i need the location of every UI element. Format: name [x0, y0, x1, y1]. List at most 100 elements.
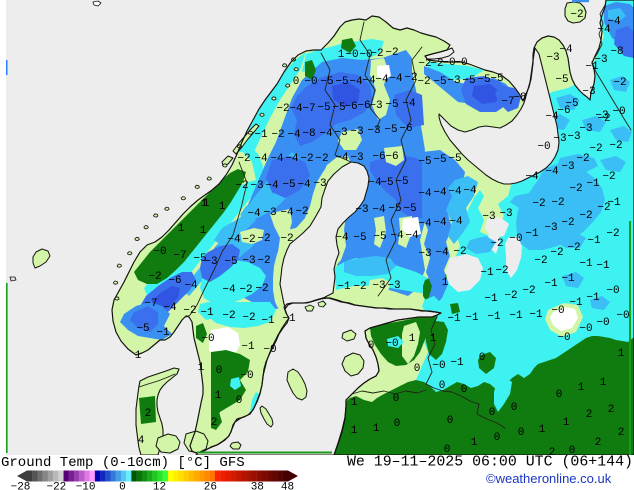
svg-text:−4: −4	[433, 217, 447, 229]
svg-text:−3: −3	[313, 178, 326, 190]
svg-text:−1: −1	[337, 281, 351, 293]
svg-text:−4: −4	[597, 24, 611, 36]
svg-text:−6: −6	[372, 151, 385, 163]
svg-text:−2: −2	[430, 58, 443, 70]
svg-text:0: 0	[368, 340, 375, 352]
svg-text:−5: −5	[433, 154, 446, 166]
svg-text:−0: −0	[240, 370, 253, 382]
svg-text:−1: −1	[544, 278, 558, 290]
svg-text:−2: −2	[532, 198, 545, 210]
svg-text:−1: −1	[450, 357, 464, 369]
svg-text:−3: −3	[579, 123, 592, 135]
svg-text:−2: −2	[417, 76, 430, 88]
svg-text:0: 0	[494, 432, 501, 444]
svg-text:−2: −2	[534, 255, 547, 267]
svg-text:−4: −4	[222, 284, 236, 296]
svg-text:−0: −0	[432, 360, 445, 372]
svg-text:−3: −3	[355, 204, 368, 216]
svg-text:−8: −8	[302, 128, 315, 140]
svg-text:Ground Temp (0-10cm) [°C] GFS: Ground Temp (0-10cm) [°C] GFS	[1, 455, 245, 471]
svg-text:−3: −3	[350, 126, 363, 138]
svg-text:4: 4	[138, 435, 145, 447]
svg-text:−4: −4	[227, 234, 241, 246]
svg-text:−4: −4	[280, 207, 294, 219]
svg-text:−0: −0	[454, 57, 467, 69]
svg-text:−1: −1	[480, 267, 494, 279]
svg-text:−4: −4	[335, 152, 349, 164]
svg-text:−5: −5	[380, 177, 393, 189]
svg-text:−1: −1	[261, 315, 275, 327]
svg-text:−2: −2	[606, 228, 619, 240]
svg-text:−3: −3	[499, 208, 512, 220]
svg-text:−2: −2	[222, 310, 235, 322]
svg-text:−2: −2	[579, 210, 592, 222]
svg-text:−2: −2	[576, 153, 589, 165]
svg-text:−6: −6	[399, 123, 412, 135]
svg-text:−5: −5	[332, 102, 345, 114]
svg-text:−0: −0	[612, 106, 625, 118]
svg-text:−2: −2	[148, 271, 161, 283]
svg-text:−4: −4	[390, 230, 404, 242]
svg-text:−0: −0	[557, 332, 570, 344]
svg-text:−4: −4	[349, 76, 363, 88]
svg-text:0: 0	[119, 482, 126, 490]
svg-text:−2: −2	[570, 9, 583, 21]
svg-text:−5: −5	[490, 73, 503, 85]
svg-text:−3: −3	[482, 211, 495, 223]
svg-text:−3: −3	[546, 52, 559, 64]
svg-text:−4: −4	[607, 16, 621, 28]
svg-text:−4: −4	[287, 129, 301, 141]
svg-text:−0: −0	[304, 76, 317, 88]
svg-text:−4: −4	[545, 166, 559, 178]
svg-text:−5: −5	[565, 98, 578, 110]
svg-text:−4: −4	[449, 216, 463, 228]
svg-text:−5: −5	[462, 75, 475, 87]
svg-text:−0: −0	[201, 333, 214, 345]
svg-text:−2: −2	[235, 180, 248, 192]
svg-text:0: 0	[444, 444, 451, 456]
svg-text:1: 1	[373, 423, 380, 435]
svg-text:−2: −2	[602, 171, 615, 183]
svg-text:−5: −5	[384, 124, 397, 136]
svg-text:−4: −4	[368, 177, 382, 189]
svg-text:−5: −5	[477, 74, 490, 86]
svg-text:−5: −5	[317, 102, 330, 114]
svg-text:−2: −2	[569, 183, 582, 195]
svg-text:−0: −0	[385, 338, 398, 350]
svg-text:−0: −0	[596, 317, 609, 329]
svg-text:1: 1	[338, 49, 345, 61]
svg-text:−6: −6	[357, 100, 370, 112]
svg-text:0: 0	[447, 415, 454, 427]
svg-text:1: 1	[135, 350, 142, 362]
svg-text:1: 1	[351, 425, 358, 437]
svg-text:−2: −2	[280, 233, 293, 245]
svg-text:−4: −4	[463, 185, 477, 197]
svg-text:−8: −8	[513, 92, 526, 104]
svg-text:−3: −3	[367, 125, 380, 137]
svg-text:−8: −8	[610, 46, 623, 58]
svg-text:©weatheronline.co.uk: ©weatheronline.co.uk	[486, 471, 612, 486]
svg-text:−2: −2	[271, 129, 284, 141]
svg-text:1: 1	[409, 333, 416, 345]
svg-text:−2: −2	[353, 281, 366, 293]
svg-text:0: 0	[293, 76, 300, 88]
svg-text:−4: −4	[254, 153, 268, 165]
svg-text:−5: −5	[193, 253, 206, 265]
svg-text:2: 2	[549, 447, 556, 459]
svg-text:1: 1	[430, 333, 437, 345]
svg-text:2: 2	[586, 409, 593, 421]
svg-text:−3: −3	[204, 256, 217, 268]
svg-text:−5: −5	[385, 99, 398, 111]
svg-text:−2: −2	[550, 247, 563, 259]
svg-text:−4: −4	[402, 98, 416, 110]
svg-text:−3: −3	[418, 248, 431, 260]
svg-text:2: 2	[595, 437, 602, 449]
svg-text:−7: −7	[501, 96, 514, 108]
svg-text:0: 0	[489, 407, 496, 419]
svg-text:2: 2	[608, 404, 615, 416]
svg-text:−4: −4	[418, 218, 432, 230]
svg-text:−0: −0	[551, 305, 564, 317]
svg-text:1: 1	[203, 198, 210, 210]
svg-text:−1: −1	[487, 311, 501, 323]
svg-text:−1: −1	[529, 309, 543, 321]
